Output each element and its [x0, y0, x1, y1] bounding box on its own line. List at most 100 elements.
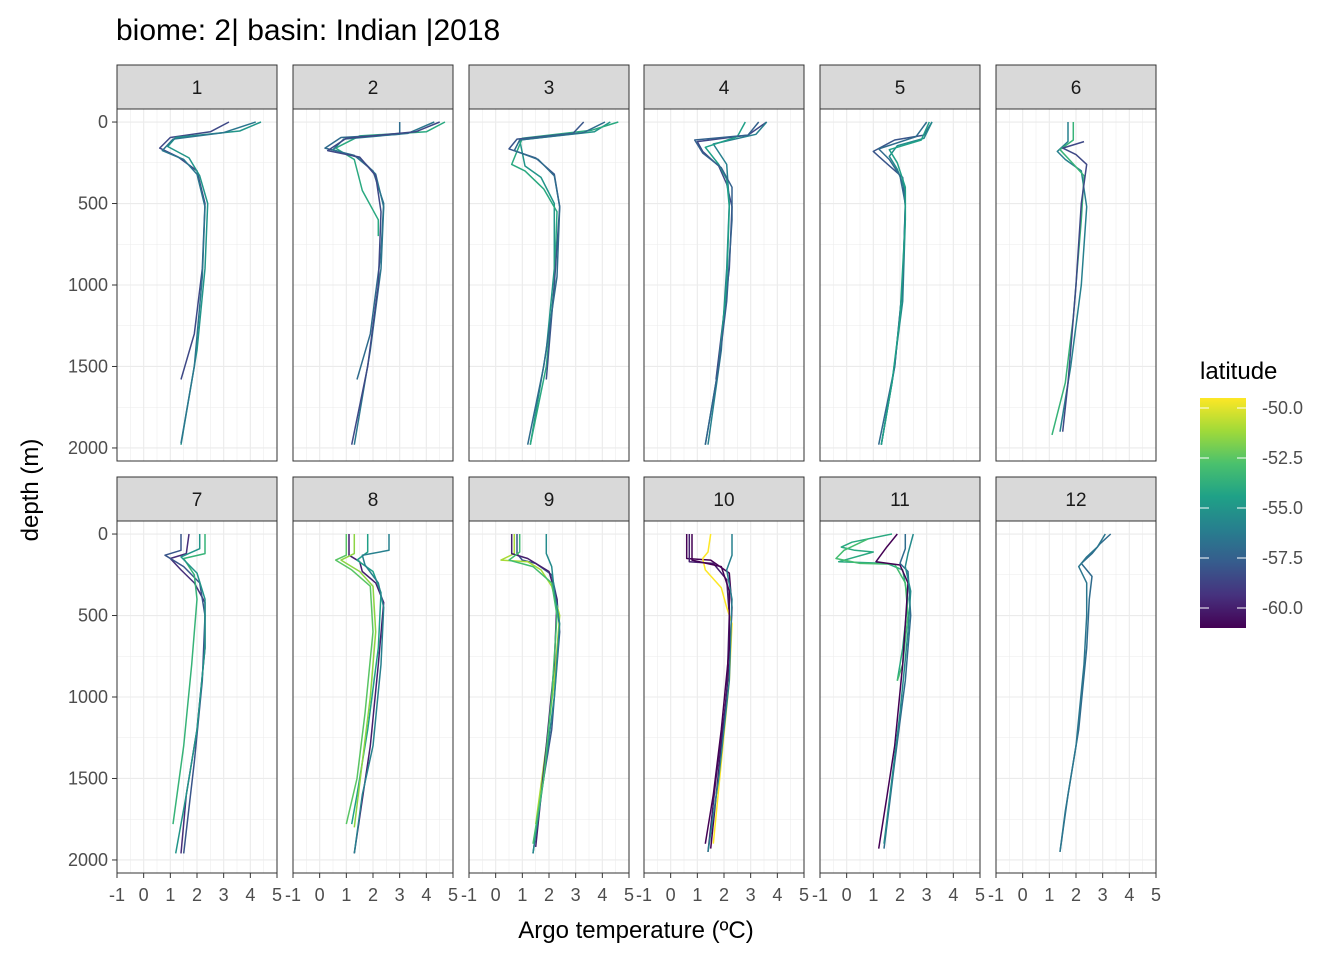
- profile-line: [688, 534, 731, 852]
- facet-strip: [819, 64, 981, 110]
- x-axis-title: Argo temperature (ºC): [518, 917, 754, 944]
- colorbar-label: -60.0: [1262, 598, 1303, 618]
- x-tick-label: 3: [922, 885, 932, 905]
- profile-line: [348, 534, 385, 854]
- facet-strip: [116, 64, 278, 110]
- x-tick-label: 0: [139, 885, 149, 905]
- profile-line: [353, 534, 390, 854]
- facet-panel-8: 8 -1 0 1 2 3 4 5: [285, 476, 458, 905]
- y-tick-label: 1500: [68, 356, 108, 376]
- colorbar-label: -55.0: [1262, 498, 1303, 518]
- facet-strip: [292, 476, 454, 522]
- x-tick-label: 2: [192, 885, 202, 905]
- profile-line: [161, 121, 256, 444]
- x-tick-label: 2: [1071, 885, 1081, 905]
- facet-strip: [643, 64, 805, 110]
- colorbar: [1200, 398, 1246, 628]
- facet-strip-label: 5: [895, 78, 906, 99]
- x-tick-label: 0: [666, 885, 676, 905]
- profile-line: [340, 534, 377, 828]
- panel-border: [468, 108, 630, 462]
- y-tick-label: 2000: [68, 438, 108, 458]
- profile-line: [334, 534, 374, 825]
- x-tick-label: 1: [341, 885, 351, 905]
- x-tick-label: 5: [799, 885, 809, 905]
- colorbar-label: -57.5: [1262, 548, 1303, 568]
- x-tick-label: 5: [1151, 885, 1161, 905]
- profile-line: [883, 534, 912, 849]
- x-tick-label: 3: [746, 885, 756, 905]
- x-tick-label: 2: [368, 885, 378, 905]
- panel-border: [995, 108, 1157, 462]
- profile-line: [693, 121, 760, 445]
- facet-panel-12: 12-1 0 1 2 3 4 5: [988, 476, 1161, 905]
- panel-grid: [819, 521, 981, 873]
- facet-strip-label: 2: [368, 78, 379, 99]
- x-tick-label: 2: [895, 885, 905, 905]
- x-tick-label: 5: [272, 885, 282, 905]
- panel-grid: [116, 109, 278, 461]
- x-tick-label: 2: [544, 885, 554, 905]
- profile-line: [1061, 140, 1088, 432]
- facet-strip-label: 4: [719, 78, 730, 99]
- colorbar-label: -50.0: [1262, 398, 1303, 418]
- facet-panel-1: 1 0 500 1000 1500 2000: [68, 64, 278, 462]
- facet-strip-label: 7: [192, 490, 203, 511]
- panel-border: [643, 108, 805, 462]
- facet-strip-label: 6: [1071, 78, 1082, 99]
- x-tick-label: 5: [975, 885, 985, 905]
- colorbar-label: -52.5: [1262, 448, 1303, 468]
- facet-strip-label: 1: [192, 78, 203, 99]
- x-tick-label: 4: [421, 885, 431, 905]
- facet-panel-11: 11 -1 0 1 2 3 4 5: [812, 476, 985, 905]
- y-tick-label: 500: [78, 606, 108, 626]
- x-tick-label: 4: [772, 885, 782, 905]
- x-tick-label: -1: [988, 885, 1004, 905]
- y-tick-label: 500: [78, 194, 108, 214]
- facet-strip: [292, 64, 454, 110]
- y-tick-label: 1500: [68, 768, 108, 788]
- facet-strip: [643, 476, 805, 522]
- profile-line: [1056, 122, 1088, 432]
- x-tick-label: 5: [624, 885, 634, 905]
- y-tick-label: 2000: [68, 850, 108, 870]
- colorbar-ticks: -50.0 -52.5 -55.0 -57.5 -60.0: [1200, 398, 1303, 618]
- x-tick-label: 3: [571, 885, 581, 905]
- x-tick-label: -1: [812, 885, 828, 905]
- x-tick-label: 3: [1098, 885, 1108, 905]
- x-tick-label: 0: [842, 885, 852, 905]
- y-tick-label: 1000: [68, 275, 108, 295]
- facet-strip-label: 9: [544, 490, 555, 511]
- facet-strip-label: 10: [713, 490, 734, 511]
- x-tick-label: 4: [948, 885, 958, 905]
- facet-strip-label: 12: [1065, 490, 1086, 511]
- panel-border: [819, 108, 981, 462]
- y-tick-label: 0: [98, 524, 108, 544]
- facet-strip-label: 11: [890, 490, 910, 511]
- facet-panel-9: 9 -1 0 1 2 3 4 5: [461, 476, 634, 905]
- facet-panel-6: 6: [995, 64, 1157, 462]
- x-tick-label: 4: [1124, 885, 1134, 905]
- profile-line: [707, 534, 733, 852]
- facet-strip: [995, 476, 1157, 522]
- x-tick-label: -1: [461, 885, 477, 905]
- facet-panel-3: 3: [468, 64, 630, 462]
- profile-line: [1059, 533, 1106, 852]
- facet-panel-5: 5: [819, 64, 981, 462]
- y-tick-label: 1000: [68, 687, 108, 707]
- profile-line: [513, 121, 606, 445]
- chart-title: biome: 2| basin: Indian |2018: [116, 14, 500, 47]
- facet-strip: [468, 64, 630, 110]
- legend: latitude -50.0 -52.5 -55.0 -57.5 -60.0: [1200, 358, 1303, 628]
- x-tick-label: 1: [1044, 885, 1054, 905]
- y-tick-label: 0: [98, 112, 108, 132]
- facet-panel-2: 2: [292, 64, 454, 462]
- x-tick-label: 4: [597, 885, 607, 905]
- x-tick-label: 0: [1018, 885, 1028, 905]
- x-tick-label: 4: [245, 885, 255, 905]
- x-tick-label: 1: [165, 885, 175, 905]
- profile-line: [691, 534, 731, 844]
